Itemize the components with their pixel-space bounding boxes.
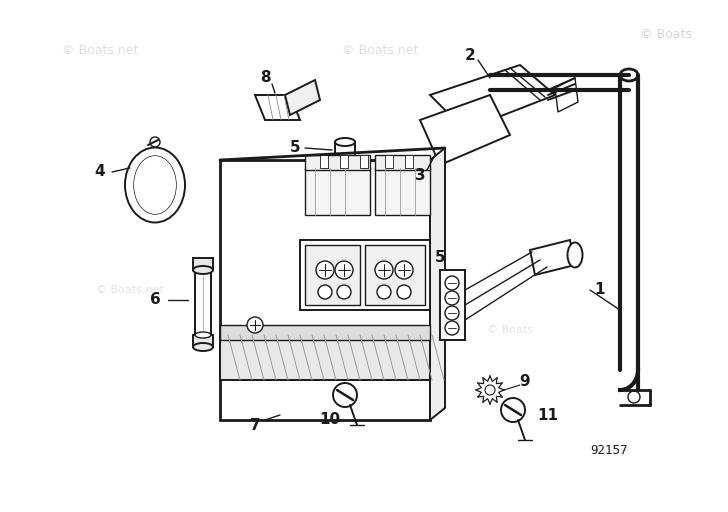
Polygon shape [365,245,425,305]
Text: 1: 1 [595,283,605,297]
Polygon shape [555,78,578,112]
Text: © Boats.net: © Boats.net [96,285,164,295]
Bar [405,155,413,168]
Text: © Boats.net: © Boats.net [342,44,418,56]
Ellipse shape [134,156,176,214]
Bar [193,335,213,347]
Text: 6: 6 [150,292,160,308]
Ellipse shape [193,343,213,351]
Circle shape [445,321,459,335]
Polygon shape [530,240,575,275]
Ellipse shape [335,138,355,146]
Bar [335,142,355,172]
Text: 9: 9 [520,374,530,390]
Bar [305,155,370,170]
Ellipse shape [195,332,211,338]
Circle shape [445,306,459,320]
Circle shape [375,261,393,279]
Polygon shape [285,80,320,115]
Text: © Boats.: © Boats. [640,29,696,41]
Circle shape [445,276,459,290]
Circle shape [318,285,332,299]
Circle shape [335,261,353,279]
Circle shape [628,391,640,403]
Polygon shape [375,168,430,215]
Polygon shape [220,335,430,380]
Text: © Boats.net: © Boats.net [62,44,138,56]
Text: 3: 3 [415,167,425,182]
Polygon shape [420,95,510,165]
Ellipse shape [134,156,176,214]
Text: © Boats: © Boats [487,325,533,335]
Text: 11: 11 [537,408,558,422]
Polygon shape [220,325,430,340]
Ellipse shape [125,147,185,223]
Circle shape [501,398,525,422]
Circle shape [316,261,334,279]
Text: 5: 5 [290,140,301,156]
Bar [193,258,213,270]
Text: 5: 5 [435,250,446,266]
Circle shape [485,385,495,395]
Bar [320,155,328,168]
Ellipse shape [335,168,355,176]
Polygon shape [430,148,445,420]
Bar [340,155,348,168]
Circle shape [377,285,391,299]
Ellipse shape [620,69,638,81]
Text: 92157: 92157 [590,443,628,457]
Bar [385,155,393,168]
Bar [360,155,368,168]
Text: 4: 4 [95,164,106,180]
Circle shape [247,317,263,333]
Polygon shape [430,65,555,130]
Polygon shape [440,270,465,340]
Circle shape [337,285,351,299]
Text: 8: 8 [260,71,270,86]
Ellipse shape [568,243,582,267]
Polygon shape [300,240,430,310]
Circle shape [333,383,357,407]
Text: 10: 10 [320,413,341,428]
Polygon shape [305,245,360,305]
Circle shape [397,285,411,299]
Polygon shape [220,160,430,420]
Circle shape [395,261,413,279]
Bar [195,270,211,335]
Circle shape [445,291,459,305]
Text: 7: 7 [250,417,261,433]
Polygon shape [255,95,300,120]
Ellipse shape [193,266,213,274]
Circle shape [150,137,160,147]
Polygon shape [305,168,370,215]
Bar [375,155,430,170]
Text: 2: 2 [464,48,475,62]
